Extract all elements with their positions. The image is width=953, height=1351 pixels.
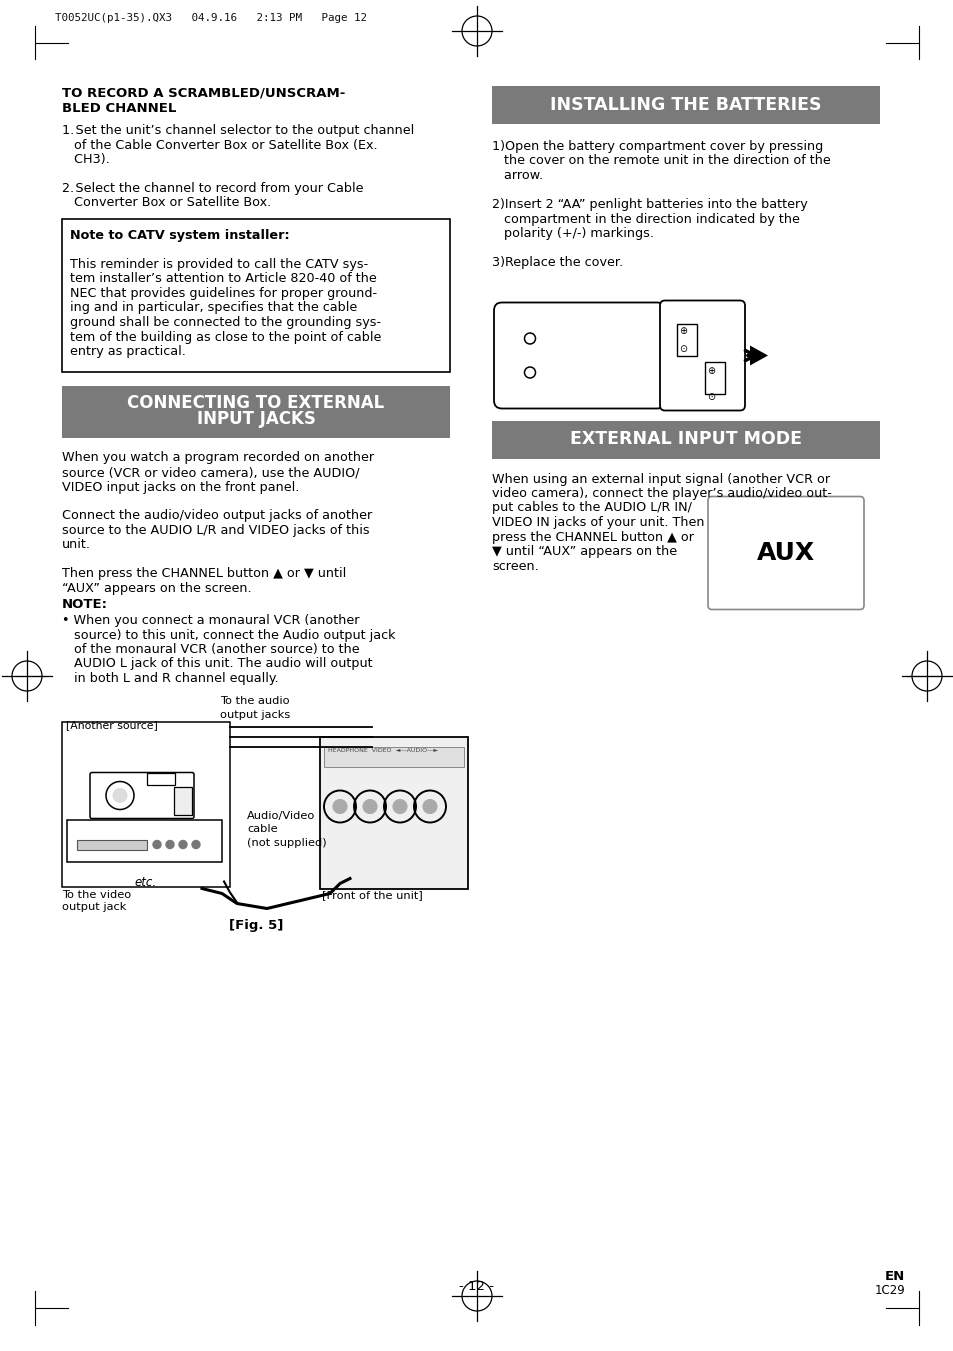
Text: source to the AUDIO L/R and VIDEO jacks of this: source to the AUDIO L/R and VIDEO jacks … <box>62 524 369 536</box>
Bar <box>704 362 724 393</box>
Text: in both L and R channel equally.: in both L and R channel equally. <box>62 671 278 685</box>
Text: ⊙: ⊙ <box>706 392 715 401</box>
Text: When you watch a program recorded on another: When you watch a program recorded on ano… <box>62 451 374 465</box>
Polygon shape <box>749 346 767 366</box>
Text: ⊙: ⊙ <box>679 343 686 354</box>
Text: VIDEO IN jacks of your unit. Then: VIDEO IN jacks of your unit. Then <box>492 516 703 530</box>
Text: AUX: AUX <box>756 540 814 565</box>
Text: entry as practical.: entry as practical. <box>70 345 186 358</box>
Bar <box>173 786 192 815</box>
Bar <box>147 773 174 785</box>
Text: Then press the CHANNEL button ▲ or ▼ until: Then press the CHANNEL button ▲ or ▼ unt… <box>62 567 346 581</box>
Circle shape <box>363 800 376 813</box>
Bar <box>62 721 230 886</box>
Circle shape <box>112 789 127 802</box>
Circle shape <box>166 840 173 848</box>
Text: 1. Set the unit’s channel selector to the output channel: 1. Set the unit’s channel selector to th… <box>62 124 414 136</box>
Text: etc.: etc. <box>134 877 157 889</box>
Bar <box>324 747 463 766</box>
Text: 2)Insert 2 “AA” penlight batteries into the battery: 2)Insert 2 “AA” penlight batteries into … <box>492 199 807 211</box>
FancyBboxPatch shape <box>659 300 744 411</box>
Text: TO RECORD A SCRAMBLED/UNSCRAM-: TO RECORD A SCRAMBLED/UNSCRAM- <box>62 86 345 99</box>
Text: arrow.: arrow. <box>492 169 542 182</box>
Text: To the video: To the video <box>62 889 132 900</box>
Text: NOTE:: NOTE: <box>62 598 108 612</box>
Text: - 12 -: - 12 - <box>459 1279 494 1293</box>
Text: ⊕: ⊕ <box>679 326 686 335</box>
Text: of the Cable Converter Box or Satellite Box (Ex.: of the Cable Converter Box or Satellite … <box>62 139 377 151</box>
Text: compartment in the direction indicated by the: compartment in the direction indicated b… <box>492 212 799 226</box>
Text: [Fig. 5]: [Fig. 5] <box>229 919 283 931</box>
Bar <box>62 219 450 372</box>
Text: HEADPHONE  VIDEO  ◄—AUDIO—►: HEADPHONE VIDEO ◄—AUDIO—► <box>328 748 437 754</box>
FancyBboxPatch shape <box>90 773 193 819</box>
FancyBboxPatch shape <box>707 497 863 609</box>
Text: video camera), connect the player’s audio/video out-: video camera), connect the player’s audi… <box>492 486 831 500</box>
Text: 3)Replace the cover.: 3)Replace the cover. <box>492 255 622 269</box>
Text: put cables to the AUDIO L/R IN/: put cables to the AUDIO L/R IN/ <box>492 501 691 515</box>
Text: AUDIO L jack of this unit. The audio will output: AUDIO L jack of this unit. The audio wil… <box>62 658 373 670</box>
Text: NEC that provides guidelines for proper ground-: NEC that provides guidelines for proper … <box>70 286 376 300</box>
Text: CONNECTING TO EXTERNAL: CONNECTING TO EXTERNAL <box>128 393 384 412</box>
Text: 1C29: 1C29 <box>873 1283 904 1297</box>
Text: VIDEO input jacks on the front panel.: VIDEO input jacks on the front panel. <box>62 481 299 493</box>
Text: ing and in particular, specifies that the cable: ing and in particular, specifies that th… <box>70 301 356 315</box>
Text: INSTALLING THE BATTERIES: INSTALLING THE BATTERIES <box>550 96 821 113</box>
Bar <box>492 86 879 124</box>
Text: CH3).: CH3). <box>62 153 110 166</box>
Text: Connect the audio/video output jacks of another: Connect the audio/video output jacks of … <box>62 509 372 523</box>
Text: EN: EN <box>883 1270 904 1283</box>
Bar <box>67 820 222 862</box>
Circle shape <box>179 840 187 848</box>
Text: cable: cable <box>247 824 277 835</box>
Text: INPUT JACKS: INPUT JACKS <box>196 409 315 427</box>
Text: press the CHANNEL button ▲ or: press the CHANNEL button ▲ or <box>492 531 693 543</box>
Text: [Front of the unit]: [Front of the unit] <box>322 890 422 901</box>
Text: of the monaural VCR (another source) to the: of the monaural VCR (another source) to … <box>62 643 359 657</box>
Circle shape <box>152 840 161 848</box>
Text: “AUX” appears on the screen.: “AUX” appears on the screen. <box>62 582 252 594</box>
Text: When using an external input signal (another VCR or: When using an external input signal (ano… <box>492 473 829 485</box>
Bar <box>77 839 147 850</box>
Text: EXTERNAL INPUT MODE: EXTERNAL INPUT MODE <box>569 431 801 449</box>
Circle shape <box>422 800 436 813</box>
Circle shape <box>393 800 407 813</box>
Bar <box>677 323 697 355</box>
Text: source (VCR or video camera), use the AUDIO/: source (VCR or video camera), use the AU… <box>62 466 359 480</box>
Text: ground shall be connected to the grounding sys-: ground shall be connected to the groundi… <box>70 316 381 330</box>
Bar <box>492 420 879 458</box>
Text: the cover on the remote unit in the direction of the: the cover on the remote unit in the dire… <box>492 154 830 168</box>
Bar <box>62 385 450 438</box>
Text: tem of the building as close to the point of cable: tem of the building as close to the poin… <box>70 331 381 343</box>
Circle shape <box>192 840 200 848</box>
Text: To the audio: To the audio <box>220 697 290 707</box>
Bar <box>319 736 468 889</box>
Text: [Another source]: [Another source] <box>66 720 157 731</box>
Text: polarity (+/-) markings.: polarity (+/-) markings. <box>492 227 654 240</box>
Text: screen.: screen. <box>492 559 538 573</box>
Text: output jacks: output jacks <box>220 709 290 720</box>
Text: 1)Open the battery compartment cover by pressing: 1)Open the battery compartment cover by … <box>492 141 822 153</box>
Text: • When you connect a monaural VCR (another: • When you connect a monaural VCR (anoth… <box>62 613 359 627</box>
Text: T0052UC(p1-35).QX3   04.9.16   2:13 PM   Page 12: T0052UC(p1-35).QX3 04.9.16 2:13 PM Page … <box>55 14 367 23</box>
Text: (not supplied): (not supplied) <box>247 838 326 847</box>
Text: This reminder is provided to call the CATV sys-: This reminder is provided to call the CA… <box>70 258 368 272</box>
Text: source) to this unit, connect the Audio output jack: source) to this unit, connect the Audio … <box>62 628 395 642</box>
Text: ▼ until “AUX” appears on the: ▼ until “AUX” appears on the <box>492 544 677 558</box>
FancyBboxPatch shape <box>494 303 664 408</box>
Text: BLED CHANNEL: BLED CHANNEL <box>62 101 176 115</box>
Text: Converter Box or Satellite Box.: Converter Box or Satellite Box. <box>62 196 271 209</box>
Circle shape <box>333 800 347 813</box>
Text: output jack: output jack <box>62 902 126 912</box>
Text: tem installer’s attention to Article 820-40 of the: tem installer’s attention to Article 820… <box>70 273 376 285</box>
Text: Note to CATV system installer:: Note to CATV system installer: <box>70 230 290 242</box>
Text: ⊕: ⊕ <box>706 366 715 376</box>
Text: unit.: unit. <box>62 539 91 551</box>
Text: 2. Select the channel to record from your Cable: 2. Select the channel to record from you… <box>62 182 363 195</box>
Text: Audio/Video: Audio/Video <box>247 812 315 821</box>
